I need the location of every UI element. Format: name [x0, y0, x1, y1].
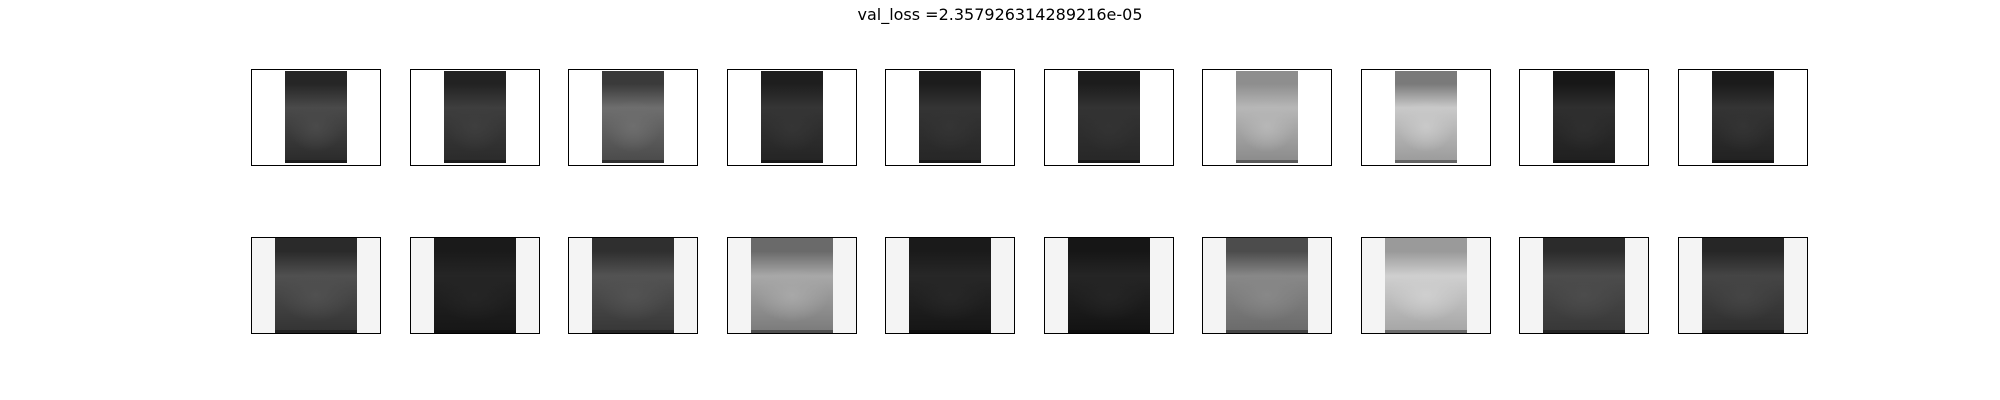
image-panel	[1678, 237, 1808, 334]
grayscale-image	[602, 71, 664, 163]
image-panel	[1361, 69, 1491, 166]
image-panel	[1361, 237, 1491, 334]
grayscale-image	[751, 238, 833, 333]
image-panel	[568, 69, 698, 166]
image-panel	[1678, 69, 1808, 166]
grayscale-image	[909, 238, 991, 333]
image-panel	[1044, 69, 1174, 166]
image-panel	[885, 237, 1015, 334]
image-panel	[727, 237, 857, 334]
grayscale-image	[1395, 71, 1457, 163]
grayscale-image	[275, 238, 357, 333]
image-panel	[410, 237, 540, 334]
image-panel	[1519, 237, 1649, 334]
grayscale-image	[1385, 238, 1467, 333]
image-panel	[1519, 69, 1649, 166]
image-panel	[885, 69, 1015, 166]
grayscale-image	[285, 71, 347, 163]
grayscale-image	[1712, 71, 1774, 163]
image-panel	[251, 237, 381, 334]
image-panel	[727, 69, 857, 166]
image-panel	[568, 237, 698, 334]
grayscale-image	[1236, 71, 1298, 163]
grayscale-image	[444, 71, 506, 163]
image-panel	[410, 69, 540, 166]
grayscale-image	[1543, 238, 1625, 333]
grayscale-image	[1553, 71, 1615, 163]
grayscale-image	[1068, 238, 1150, 333]
grayscale-image	[1078, 71, 1140, 163]
image-panel	[1202, 237, 1332, 334]
grayscale-image	[919, 71, 981, 163]
grayscale-image	[1226, 238, 1308, 333]
image-panel	[1044, 237, 1174, 334]
grayscale-image	[434, 238, 516, 333]
figure-title: val_loss =2.357926314289216e-05	[857, 5, 1143, 24]
grayscale-image	[592, 238, 674, 333]
image-panel	[1202, 69, 1332, 166]
image-panel	[251, 69, 381, 166]
grayscale-image	[1702, 238, 1784, 333]
grayscale-image	[761, 71, 823, 163]
